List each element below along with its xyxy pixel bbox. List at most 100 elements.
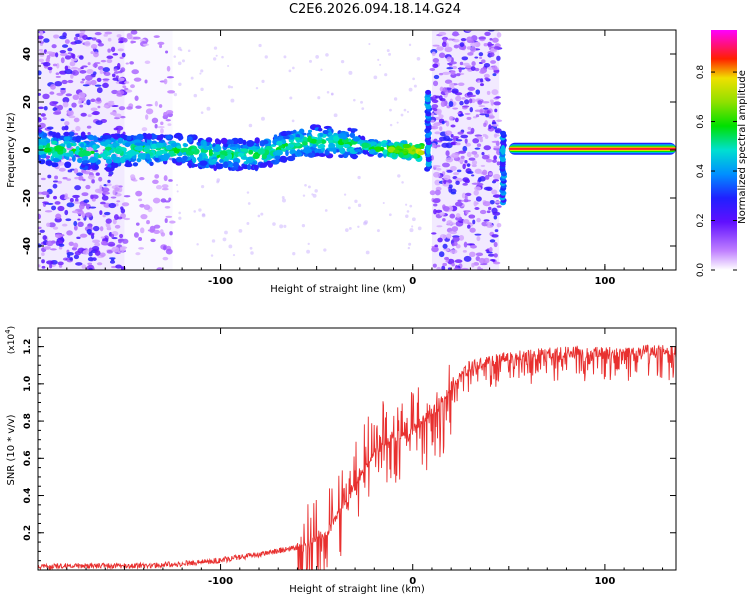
noise-blob [91,179,95,184]
snr-line [38,344,676,570]
noise-blob [103,104,109,108]
noise-blob [447,89,452,93]
noise-blob [68,115,76,119]
faint-blob [257,214,261,218]
faint-blob [176,184,179,187]
ridge-blob [303,147,312,154]
noise-blob [84,74,93,81]
noise-blob [483,186,491,191]
faint-blob [382,201,385,205]
ridge-blob [302,141,308,146]
ridge-blob [52,158,60,163]
noise-blob [46,194,50,198]
noise-blob [471,174,475,177]
noise-blob [466,131,474,135]
noise-blob [441,265,446,270]
ridge-blob [240,156,248,160]
faint-blob [202,213,206,217]
noise-blob [83,199,90,203]
ridge-blob [253,164,259,171]
noise-blob [487,115,495,119]
noise-blob [466,163,471,168]
ridge-blob [352,136,361,142]
noise-blob [56,161,65,166]
ridge-blob [339,147,346,154]
noise-blob [99,226,104,232]
noise-blob [154,174,160,179]
noise-blob [99,184,103,191]
noise-blob [493,241,498,248]
noise-blob [486,90,491,96]
noise-blob [489,199,495,205]
noise-blob [157,41,165,46]
noise-blob [88,206,97,209]
noise-blob [485,113,490,118]
noise-blob [477,266,482,270]
noise-blob [485,249,490,252]
noise-blob [471,262,475,268]
noise-blob [472,219,476,225]
noise-blob [475,196,482,202]
noise-blob [158,104,163,108]
faint-blob [343,193,347,196]
noise-blob [494,128,502,134]
noise-blob [86,99,91,106]
faint-blob [177,46,182,51]
ridge-blob [316,139,323,144]
noise-blob [496,119,503,123]
noise-blob [443,135,451,142]
noise-blob [454,201,463,207]
noise-blob [52,63,58,67]
noise-blob [91,246,100,251]
faint-blob [403,108,407,112]
noise-blob [441,41,447,48]
faint-blob [228,244,233,249]
noise-blob [464,194,468,201]
noise-blob [70,73,74,79]
noise-blob [480,263,488,266]
noise-blob [135,190,143,197]
noise-blob [72,194,80,199]
ridge-blob [134,146,143,151]
noise-blob [65,218,72,222]
noise-blob [164,218,168,224]
noise-blob [473,189,479,196]
noise-blob [156,267,164,270]
noise-blob [49,91,55,95]
noise-blob [436,144,441,148]
ridge-blob [203,146,211,151]
ridge-blob [124,142,131,148]
faint-blob [325,53,329,57]
faint-blob [405,214,409,218]
top-ylabel: Frequency (Hz) [6,112,17,188]
ridge-blob [191,156,197,164]
noise-blob [143,204,151,211]
noise-blob [153,224,161,229]
noise-blob [121,52,126,58]
ridge-blob [198,153,203,161]
faint-blob [411,225,414,228]
noise-blob [450,133,454,138]
noise-blob [456,73,461,77]
noise-blob [438,72,444,76]
noise-blob [46,260,54,265]
noise-blob [84,40,91,47]
ridge-blob [350,128,358,132]
noise-blob [445,120,450,127]
faint-blob [199,72,202,75]
noise-blob [481,59,486,64]
noise-blob [108,202,117,209]
noise-blob [135,222,140,226]
noise-blob [484,77,489,80]
bottom-ytick-label: 0.4 [23,488,33,504]
noise-blob [431,99,439,103]
noise-blob [163,78,168,85]
ridge-blob [146,138,152,145]
faint-blob [198,208,202,212]
noise-blob [112,77,119,81]
noise-blob [49,101,57,107]
noise-blob [79,30,86,34]
noise-blob [139,203,145,208]
noise-blob [111,89,119,95]
noise-blob [481,169,488,176]
